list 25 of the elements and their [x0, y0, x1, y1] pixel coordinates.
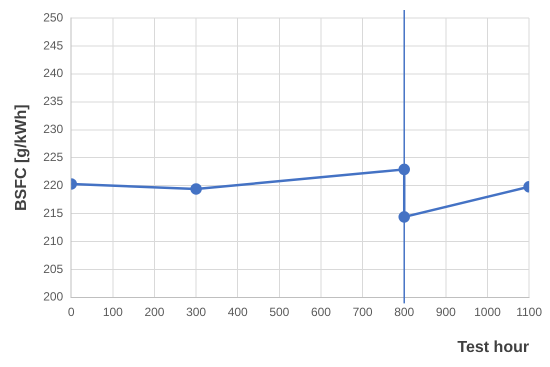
x-tick-label: 300 — [186, 304, 206, 319]
x-tick-label: 1100 — [516, 304, 542, 319]
y-tick-label: 240 — [43, 66, 64, 80]
x-tick-label: 100 — [102, 304, 124, 319]
x-axis-title: Test hour — [457, 338, 530, 356]
y-tick-label: 215 — [43, 206, 64, 220]
x-tick-label: 900 — [436, 304, 456, 319]
y-tick-label: 230 — [43, 122, 64, 136]
x-tick-label: 200 — [144, 304, 165, 319]
y-tick-label: 225 — [43, 150, 64, 164]
x-tick-label: 400 — [228, 304, 248, 319]
y-tick-label: 220 — [43, 178, 64, 192]
y-tick-label: 200 — [43, 290, 64, 304]
y-tick-label: 250 — [43, 10, 64, 24]
y-tick-label: 210 — [43, 234, 64, 248]
x-tick-label: 600 — [310, 304, 332, 319]
y-tick-label: 205 — [43, 262, 64, 276]
x-tick-label: 800 — [394, 304, 415, 319]
x-tick-label: 0 — [68, 304, 75, 319]
y-axis-title: BSFC [g/kWh] — [13, 104, 30, 212]
x-tick-label: 700 — [352, 304, 373, 319]
y-tick-label: 235 — [43, 94, 64, 108]
y-tick-label: 245 — [43, 38, 64, 52]
x-tick-label: 500 — [269, 304, 290, 319]
x-tick-label: 1000 — [474, 304, 502, 319]
